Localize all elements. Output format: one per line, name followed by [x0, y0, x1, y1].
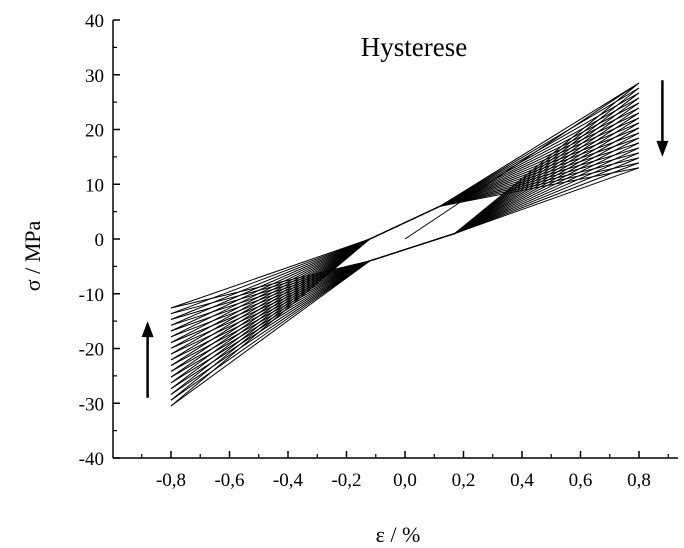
chart-title: Hysterese: [361, 32, 467, 62]
loop-upper-branch: [170, 112, 640, 344]
x-tick-label: -0,8: [156, 470, 186, 491]
x-tick-label: -0,4: [273, 470, 304, 491]
loop-lower-branch: [170, 87, 640, 315]
x-tick-label: 0,4: [510, 470, 534, 491]
loop-lower-branch: [170, 167, 640, 407]
arrow-head: [141, 321, 154, 338]
y-tick-label: 40: [85, 11, 104, 32]
y-tick-label: -30: [79, 394, 104, 415]
x-tick-label: 0,2: [452, 470, 476, 491]
loop-upper-branch: [170, 82, 640, 309]
loop-upper-branch: [170, 87, 640, 315]
loop-upper-branch: [170, 152, 640, 390]
loop-upper-branch: [170, 167, 640, 407]
loop-lower-branch: [170, 152, 640, 390]
hysteresis-curves: [170, 82, 640, 407]
loop-upper-branch: [170, 162, 640, 401]
y-tick-label: 0: [95, 230, 105, 251]
arrow-up-icon: [141, 321, 154, 398]
arrow-down-icon: [656, 80, 669, 157]
load-direction-arrows: [141, 80, 669, 398]
y-tick-label: -40: [79, 449, 104, 470]
x-tick-label: 0,8: [627, 470, 651, 491]
loop-lower-branch: [170, 162, 640, 401]
y-tick-label: 30: [85, 66, 104, 87]
x-tick-label: -0,6: [214, 470, 244, 491]
x-tick-label: 0,0: [393, 470, 417, 491]
y-tick-label: -20: [79, 340, 104, 361]
x-axis-title: ε / %: [376, 522, 421, 547]
axes: -40 -30 -20 -10 0 10 20 30 40 -0,8 -0,6 -0,4 -0,2 0,0…: [79, 11, 678, 491]
x-tick-label: -0,2: [331, 470, 361, 491]
y-tick-label: 20: [85, 121, 104, 142]
y-tick-label: -10: [79, 285, 104, 306]
loop-lower-branch: [170, 112, 640, 344]
loop-lower-branch: [170, 82, 640, 309]
initial-loading-curve: [404, 82, 640, 240]
x-tick-label: 0,6: [569, 470, 593, 491]
loop-lower-branch: [170, 102, 640, 332]
arrow-head: [656, 140, 669, 157]
y-axis-title: σ / MPa: [20, 221, 45, 292]
loop-upper-branch: [170, 102, 640, 332]
y-tick-label: 10: [85, 175, 104, 196]
